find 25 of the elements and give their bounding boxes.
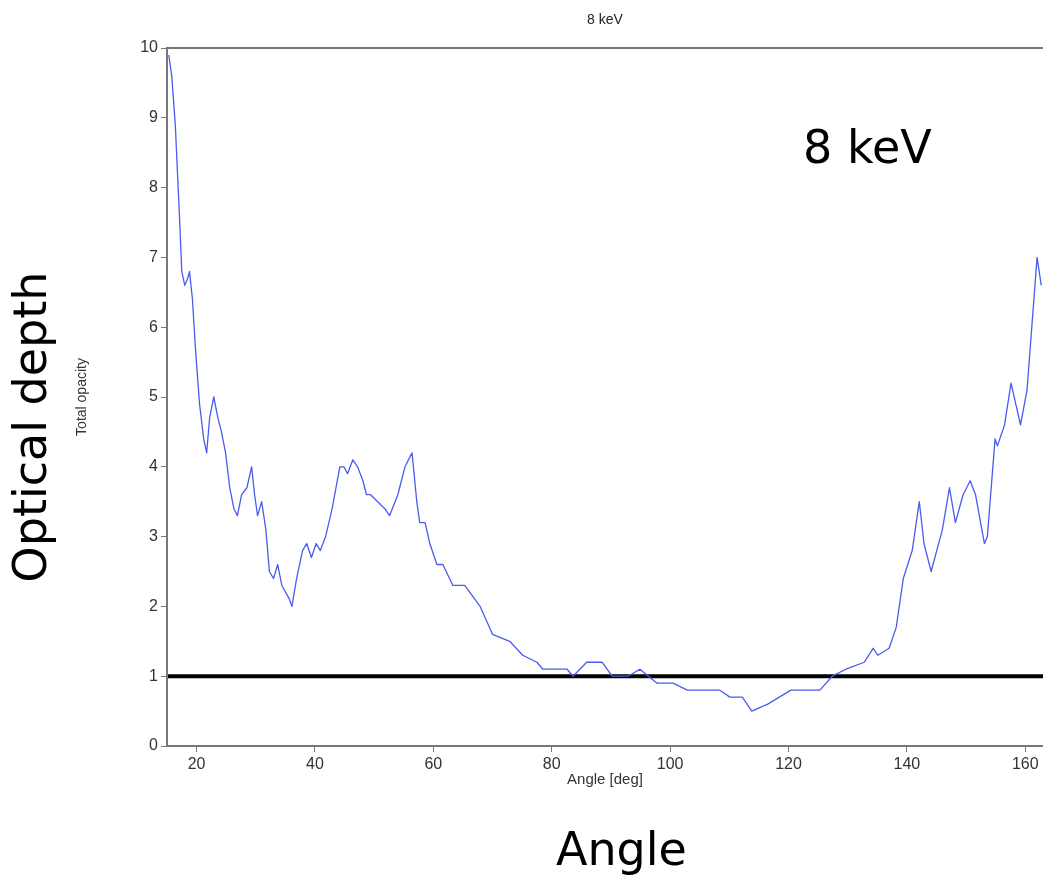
y-tick-label: 7 [149,247,159,265]
y-tick-label: 5 [149,387,159,405]
x-tick-label: 160 [1011,755,1039,773]
text: Optical depth [3,270,57,585]
y-tick-label: 8 [149,178,159,196]
x-tick-label: 80 [542,755,561,773]
y-tick-label: 9 [149,108,159,126]
y-tick-label: 3 [149,527,159,545]
y-axis-title: Total opacity [73,358,90,436]
x-tick-label: 40 [306,755,324,773]
y-tick-label: 2 [149,596,159,614]
x-tick-label: 100 [656,755,684,773]
x-tick-label: 20 [187,755,206,773]
x-tick-label: 140 [893,755,921,773]
y-tick-label: 6 [149,317,159,335]
y-tick-label: 4 [149,457,159,475]
y-tick-label: 0 [149,736,159,754]
y-tick-label: 1 [149,666,159,684]
chart-title: 8 keV [587,10,624,27]
x-tick-label: 60 [424,755,443,773]
x-axis-title: Angle [deg] [567,770,643,788]
x-tick-label: 120 [775,755,802,773]
y-tick-label: 10 [140,38,159,56]
text: Angle [556,822,687,876]
annotation: 8 keV [803,120,932,174]
